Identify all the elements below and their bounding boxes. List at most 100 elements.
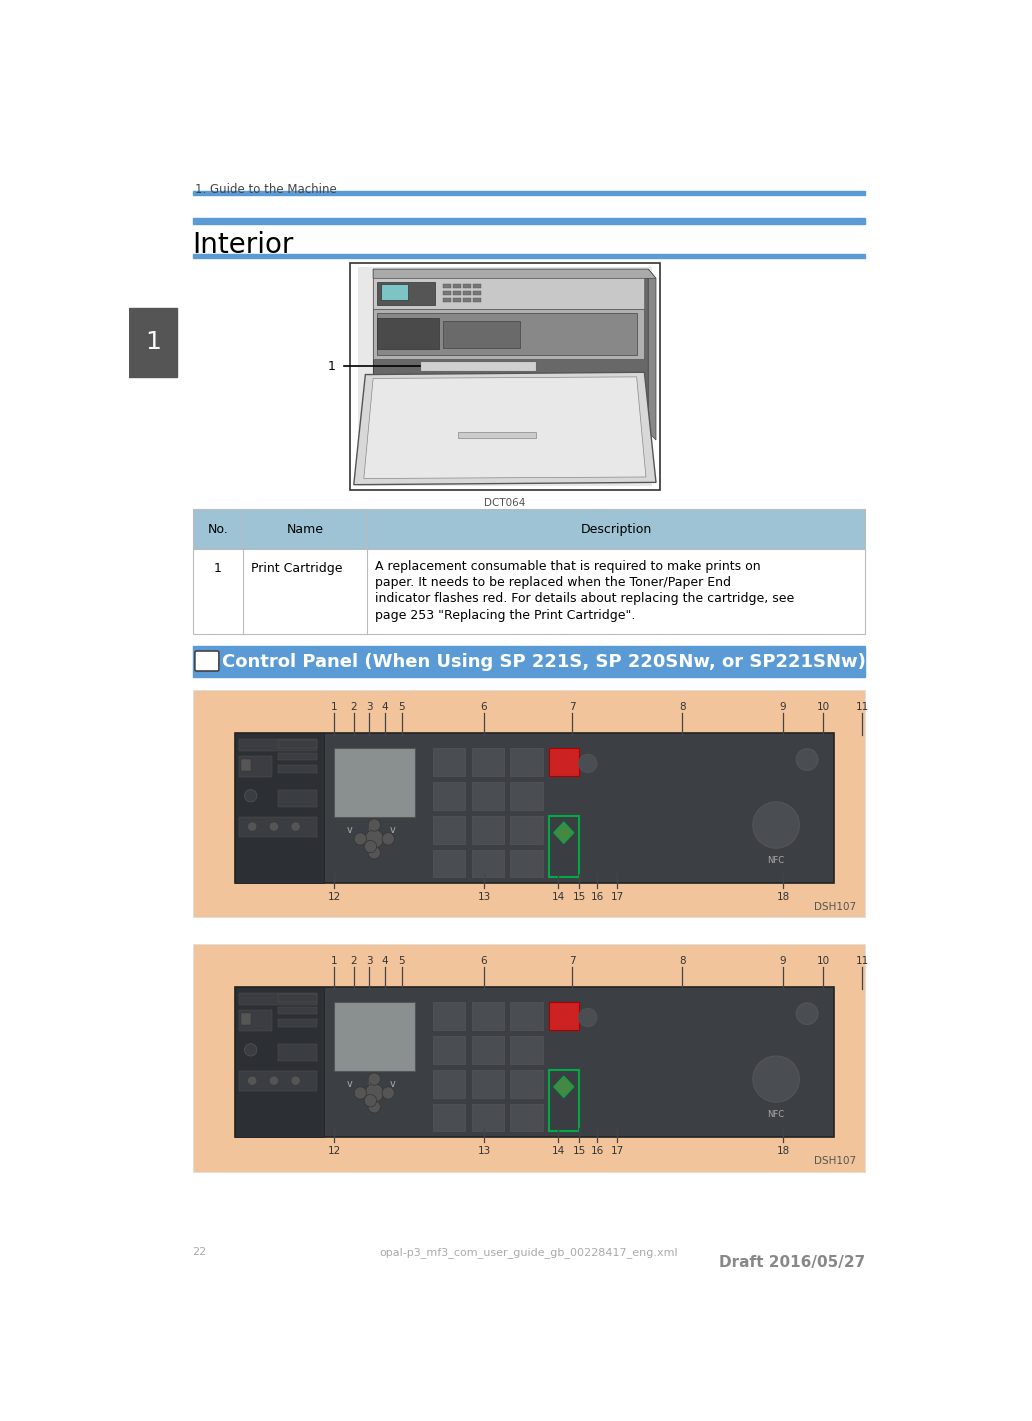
Circle shape [382, 833, 394, 845]
Text: 8: 8 [485, 820, 491, 828]
Bar [510, 747, 543, 776]
Bar [510, 850, 543, 877]
Text: 2: 2 [485, 752, 491, 760]
Text: 0: 0 [485, 1107, 491, 1117]
Text: 8: 8 [485, 1074, 491, 1083]
Bar [432, 782, 465, 810]
Bar [510, 782, 543, 810]
Bar [239, 739, 317, 752]
Circle shape [354, 1087, 366, 1098]
Bar [472, 747, 504, 776]
Text: 4: 4 [446, 786, 452, 794]
Circle shape [245, 1043, 257, 1056]
Bar [473, 284, 481, 288]
Text: v: v [368, 826, 374, 836]
Text: wi-fiDirect: wi-fiDirect [241, 1059, 273, 1064]
Text: wi-fiDirect: wi-fiDirect [241, 806, 273, 810]
Text: OK: OK [369, 836, 379, 841]
Text: 17: 17 [611, 1147, 624, 1157]
Bar [193, 691, 865, 918]
Circle shape [248, 821, 257, 831]
Text: 22: 22 [193, 1248, 206, 1258]
Bar [278, 995, 317, 1002]
Bar [381, 284, 408, 300]
Text: A replacement consumable that is required to make prints on: A replacement consumable that is require… [375, 560, 761, 573]
Bar [472, 782, 504, 810]
Circle shape [368, 847, 381, 858]
Text: 5: 5 [398, 702, 406, 712]
Text: 13: 13 [478, 892, 490, 902]
Circle shape [579, 755, 598, 773]
Bar [453, 291, 460, 296]
Bar [235, 986, 324, 1137]
Text: Shortcut to Fu...: Shortcut to Fu... [241, 740, 286, 746]
Text: 18: 18 [776, 892, 789, 902]
Circle shape [797, 1003, 818, 1025]
Bar [473, 291, 481, 296]
Circle shape [245, 790, 257, 801]
FancyBboxPatch shape [195, 651, 219, 671]
Circle shape [365, 1084, 384, 1103]
Bar [239, 756, 271, 777]
Text: TUV: TUV [482, 1083, 493, 1087]
Text: 1: 1 [446, 752, 452, 760]
Bar [472, 1036, 504, 1064]
Text: 6: 6 [523, 1040, 529, 1049]
Text: 8: 8 [679, 956, 685, 966]
Bar [458, 432, 536, 439]
Bar [241, 1013, 251, 1025]
Bar [350, 263, 659, 490]
Text: 12: 12 [328, 892, 341, 902]
Text: 9: 9 [523, 820, 529, 828]
Bar [549, 816, 579, 877]
Circle shape [291, 1076, 300, 1086]
Circle shape [269, 1076, 279, 1086]
Bar [432, 1104, 465, 1131]
Text: opal-p3_mf3_com_user_guide_gb_00228417_eng.xml: opal-p3_mf3_com_user_guide_gb_00228417_e… [380, 1248, 678, 1258]
Text: DEF: DEF [521, 1015, 531, 1019]
Bar [333, 1002, 415, 1071]
Text: Draft 2016/05/27: Draft 2016/05/27 [719, 1255, 865, 1270]
Text: 6: 6 [481, 702, 487, 712]
Circle shape [368, 818, 381, 831]
Text: 1: 1 [146, 330, 161, 354]
Bar [549, 1002, 579, 1030]
Text: ABC: ABC [482, 760, 493, 766]
Polygon shape [374, 269, 648, 432]
Bar [239, 817, 317, 837]
Text: 16: 16 [590, 892, 604, 902]
Bar [377, 318, 439, 350]
Text: 3: 3 [523, 752, 529, 760]
Text: */★: */★ [441, 854, 457, 863]
Text: 9: 9 [780, 702, 786, 712]
Text: 15: 15 [573, 1147, 586, 1157]
Text: 1: 1 [328, 360, 336, 372]
Circle shape [368, 1101, 381, 1113]
Bar [420, 361, 536, 371]
Bar [129, 307, 178, 377]
Bar [239, 993, 317, 1005]
Bar [193, 509, 865, 550]
Text: 7: 7 [446, 820, 452, 828]
Text: NFC: NFC [768, 855, 784, 865]
Text: JKL: JKL [484, 1049, 492, 1053]
Text: Name: Name [287, 523, 323, 536]
Circle shape [354, 833, 366, 845]
Text: PQRS: PQRS [442, 1083, 456, 1087]
Text: 1: 1 [331, 702, 337, 712]
Text: 4: 4 [446, 1040, 452, 1049]
Circle shape [797, 749, 818, 770]
Text: v: v [346, 826, 352, 836]
Bar [377, 313, 637, 355]
Bar [472, 816, 504, 844]
Bar [549, 1070, 579, 1131]
Circle shape [269, 821, 279, 831]
Text: 10: 10 [817, 956, 830, 966]
Bar [510, 1002, 543, 1030]
Text: 17: 17 [611, 892, 624, 902]
Bar [241, 759, 251, 772]
Text: 5: 5 [398, 956, 406, 966]
Text: JKL: JKL [484, 794, 492, 799]
Text: 1: 1 [446, 1006, 452, 1015]
Text: OK: OK [369, 1090, 379, 1096]
